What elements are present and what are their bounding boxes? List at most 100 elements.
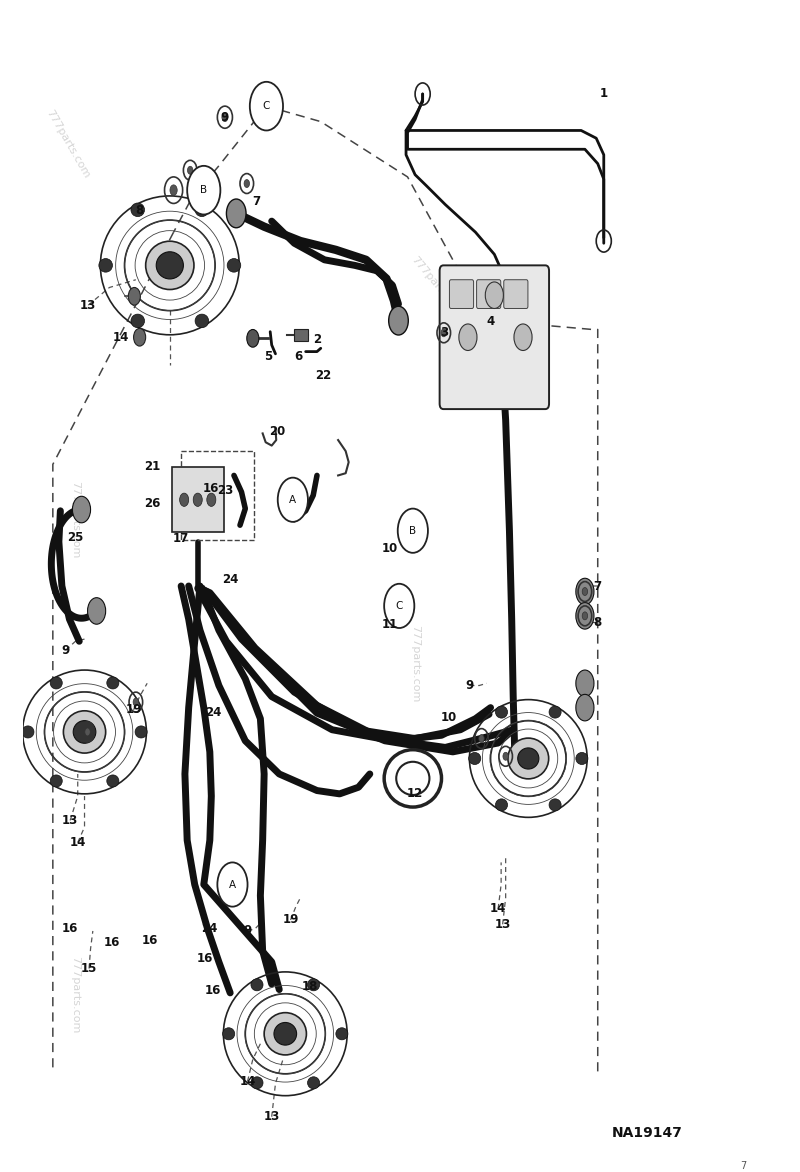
Text: 9: 9 (243, 925, 252, 938)
Text: 18: 18 (302, 980, 318, 993)
Text: A: A (290, 495, 296, 505)
Ellipse shape (469, 752, 481, 764)
Text: 777parts.com: 777parts.com (70, 956, 81, 1034)
Ellipse shape (251, 1077, 263, 1089)
Text: 24: 24 (202, 922, 218, 935)
Circle shape (244, 179, 250, 188)
Text: 25: 25 (67, 531, 84, 544)
Ellipse shape (576, 752, 588, 764)
Ellipse shape (307, 979, 320, 990)
Circle shape (576, 602, 594, 629)
Text: 16: 16 (196, 952, 213, 965)
Text: 8: 8 (594, 616, 602, 629)
Text: 17: 17 (173, 532, 190, 545)
Ellipse shape (227, 259, 241, 272)
FancyBboxPatch shape (504, 280, 528, 308)
Circle shape (582, 587, 588, 595)
Text: 13: 13 (62, 813, 78, 827)
Text: 14: 14 (239, 1075, 256, 1088)
Ellipse shape (156, 252, 183, 279)
Text: 21: 21 (144, 461, 161, 473)
Circle shape (576, 578, 594, 605)
Circle shape (187, 166, 220, 214)
Text: 13: 13 (494, 918, 510, 931)
Text: 19: 19 (126, 703, 142, 716)
Circle shape (278, 478, 308, 522)
Circle shape (218, 863, 247, 907)
Ellipse shape (131, 203, 145, 217)
Circle shape (87, 598, 106, 625)
Ellipse shape (549, 706, 561, 718)
Text: 2: 2 (313, 333, 321, 346)
Ellipse shape (222, 1028, 234, 1040)
Circle shape (180, 493, 189, 506)
Text: B: B (410, 526, 416, 536)
Text: 10: 10 (382, 541, 398, 554)
Circle shape (514, 323, 532, 350)
Circle shape (398, 509, 428, 553)
Circle shape (441, 329, 446, 336)
Circle shape (206, 493, 216, 506)
Circle shape (459, 323, 477, 350)
Text: 8: 8 (135, 204, 144, 217)
Circle shape (85, 728, 90, 736)
Ellipse shape (549, 799, 561, 811)
Circle shape (246, 329, 259, 347)
Ellipse shape (495, 799, 507, 811)
Bar (294, 329, 308, 341)
Ellipse shape (307, 1077, 320, 1089)
Text: 23: 23 (218, 484, 234, 497)
Ellipse shape (106, 677, 119, 689)
Circle shape (194, 493, 202, 506)
Ellipse shape (195, 203, 209, 217)
Text: 777parts.com: 777parts.com (409, 254, 466, 320)
Circle shape (222, 113, 228, 122)
Text: C: C (395, 601, 403, 611)
Circle shape (503, 752, 508, 761)
Ellipse shape (264, 1013, 306, 1055)
Text: 22: 22 (315, 369, 331, 382)
Circle shape (486, 282, 503, 308)
Text: 9: 9 (221, 110, 229, 124)
FancyBboxPatch shape (477, 280, 501, 308)
Text: 777parts.com: 777parts.com (70, 481, 81, 558)
Circle shape (187, 166, 193, 175)
Text: 7: 7 (594, 579, 602, 593)
Ellipse shape (74, 721, 96, 743)
FancyBboxPatch shape (440, 265, 549, 409)
Text: A: A (229, 879, 236, 890)
Circle shape (576, 670, 594, 696)
Ellipse shape (195, 314, 209, 328)
Text: 14: 14 (490, 902, 506, 915)
Text: 13: 13 (80, 299, 97, 312)
Ellipse shape (508, 738, 549, 779)
Text: 24: 24 (222, 573, 238, 586)
Text: 14: 14 (113, 331, 129, 343)
Text: C: C (262, 101, 270, 111)
FancyBboxPatch shape (172, 468, 224, 532)
Circle shape (170, 185, 178, 196)
Ellipse shape (50, 677, 62, 689)
Text: 7: 7 (253, 195, 261, 207)
Ellipse shape (135, 725, 147, 738)
Circle shape (133, 699, 138, 706)
Text: 11: 11 (382, 618, 398, 632)
Text: 777parts.com: 777parts.com (410, 625, 420, 702)
Text: 16: 16 (103, 935, 120, 948)
FancyBboxPatch shape (450, 280, 474, 308)
Ellipse shape (518, 748, 539, 769)
Circle shape (389, 306, 408, 335)
Circle shape (128, 287, 140, 305)
Text: 24: 24 (206, 706, 222, 718)
Text: B: B (200, 185, 207, 196)
Ellipse shape (146, 241, 194, 289)
Text: 20: 20 (270, 424, 286, 437)
Text: 5: 5 (264, 349, 272, 362)
Circle shape (134, 328, 146, 346)
Text: 16: 16 (205, 984, 221, 997)
Text: 16: 16 (142, 934, 158, 947)
Text: 26: 26 (144, 497, 161, 510)
Circle shape (384, 584, 414, 628)
Text: 16: 16 (62, 922, 78, 935)
Text: 12: 12 (407, 788, 423, 800)
